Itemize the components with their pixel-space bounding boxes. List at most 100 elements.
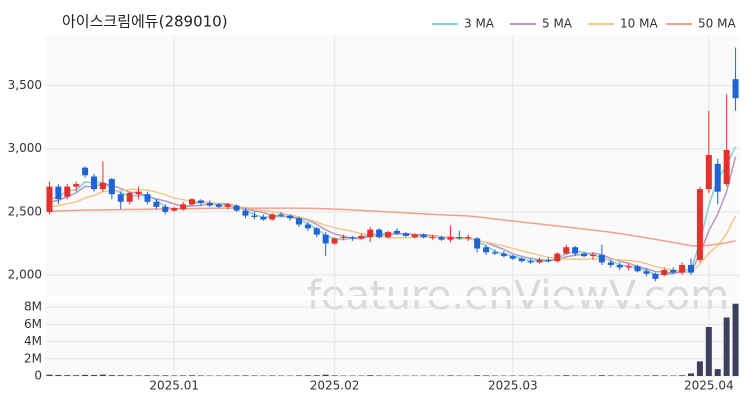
candle-body (108, 179, 115, 195)
candle-body (705, 155, 712, 190)
candle-body (260, 216, 267, 220)
volume-bar (304, 375, 311, 376)
candle-body (162, 206, 169, 212)
volume-bar (607, 375, 614, 376)
volume-bar (197, 375, 204, 376)
x-tick-label: 2025.01 (149, 379, 199, 393)
candle-body (554, 253, 561, 262)
volume-bar (135, 375, 142, 376)
candle-body (269, 214, 276, 220)
candle-body (385, 232, 392, 238)
candle-body (509, 256, 516, 259)
ma-line (49, 188, 737, 273)
candle-body (643, 271, 650, 274)
candle-body (322, 234, 329, 244)
volume-bar (367, 375, 374, 376)
volume-bar (705, 326, 712, 376)
volume-bar (598, 375, 605, 376)
candle-body (180, 204, 187, 210)
volume-bar (322, 374, 329, 376)
candle-body (527, 261, 534, 263)
volume-bar (64, 375, 71, 376)
volume-bar (295, 375, 302, 376)
candle-body (242, 210, 249, 216)
volume-bar (108, 375, 115, 376)
volume-bar (251, 375, 258, 376)
candle-body (634, 266, 641, 272)
candle-body (331, 238, 338, 244)
volume-bar (46, 374, 53, 376)
volume-bar (732, 303, 739, 376)
volume-bar (687, 373, 694, 376)
candle-body (447, 237, 454, 240)
volume-bar (714, 369, 721, 376)
candle-body (652, 273, 659, 279)
volume-bar (144, 375, 151, 376)
candle-body (491, 252, 498, 254)
candle-body (251, 215, 258, 217)
candle-body (358, 235, 365, 239)
x-tick-label: 2025.03 (488, 379, 538, 393)
x-tick-label: 2025.02 (310, 379, 360, 393)
candle-body (171, 208, 178, 211)
candle-body (99, 182, 106, 190)
volume-bar (73, 375, 80, 376)
volume-tick-label: 0 (34, 369, 42, 383)
candle-body (732, 79, 739, 99)
volume-bar (99, 374, 106, 376)
plot-background (45, 35, 740, 376)
volume-bar (55, 374, 62, 376)
candle-body (545, 259, 552, 262)
candle-body (438, 237, 445, 240)
candle-body (224, 204, 231, 207)
volume-bar (269, 375, 276, 376)
candle-body (126, 192, 133, 202)
candle-body (304, 224, 311, 229)
volume-tick-label: 8M (24, 300, 42, 314)
candle-body (206, 203, 213, 206)
candle-body (572, 247, 579, 254)
candle-body (91, 176, 98, 190)
candle-body (367, 229, 374, 238)
chart-title: 아이스크림에듀(289010) (62, 13, 228, 31)
volume-bar (189, 375, 196, 376)
volume-bar (723, 317, 730, 376)
legend-label: 50 MA (698, 17, 736, 31)
volume-bar (224, 375, 231, 376)
candle-body (456, 237, 463, 239)
candle-body (313, 228, 320, 235)
candle-body (625, 266, 632, 268)
volume-bar (117, 375, 124, 376)
y-tick-label: 2,500 (8, 204, 42, 218)
candle-body (687, 264, 694, 273)
candle-body (135, 191, 142, 195)
y-tick-label: 2,000 (8, 268, 42, 282)
candle-body (598, 254, 605, 263)
candle-body (402, 233, 409, 236)
volume-bar (447, 375, 454, 376)
candle-body (340, 237, 347, 239)
candle-body (696, 189, 703, 260)
volume-bar (554, 375, 561, 376)
y-tick-label: 3,500 (8, 78, 42, 92)
volume-tick-label: 2M (24, 351, 42, 365)
candle-body (518, 258, 525, 262)
candle-body (295, 218, 302, 225)
volume-bar (331, 375, 338, 376)
volume-bar (242, 375, 249, 376)
candle-body (661, 269, 668, 276)
ma-line (49, 156, 737, 275)
volume-tick-label: 6M (24, 317, 42, 331)
volume-bar (162, 375, 169, 376)
candle-body (287, 215, 294, 219)
volume-bar (82, 374, 89, 376)
candle-body (215, 204, 222, 207)
candle-body (483, 247, 490, 253)
candle-body (189, 199, 196, 205)
candle-body (581, 253, 588, 257)
candle-body (429, 237, 436, 239)
volume-bar (634, 375, 641, 376)
volume-bar (661, 375, 668, 376)
volume-bar (376, 375, 383, 376)
